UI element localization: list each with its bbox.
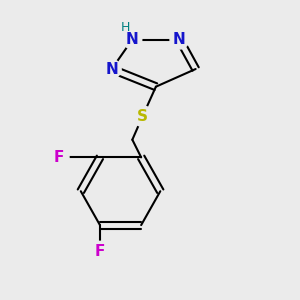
Text: F: F: [53, 150, 64, 165]
Text: S: S: [137, 109, 148, 124]
Text: H: H: [120, 21, 130, 34]
Text: N: N: [173, 32, 186, 47]
Text: F: F: [95, 244, 105, 259]
Circle shape: [132, 106, 153, 126]
Circle shape: [102, 60, 121, 78]
Text: N: N: [126, 32, 139, 47]
Circle shape: [48, 147, 69, 168]
Circle shape: [123, 30, 142, 49]
Circle shape: [90, 241, 110, 262]
Circle shape: [170, 30, 189, 49]
Text: N: N: [105, 61, 118, 76]
